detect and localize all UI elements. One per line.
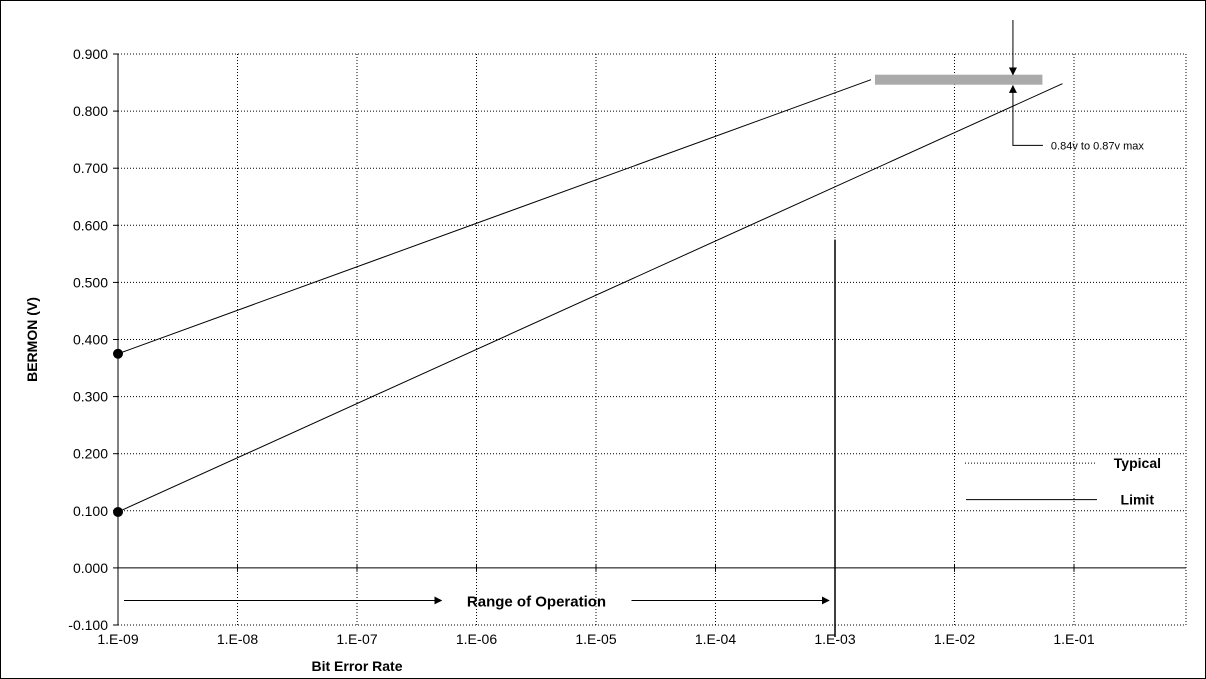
y-tick-label: 0.200 bbox=[73, 446, 108, 462]
y-axis-title: BERMON (V) bbox=[24, 297, 40, 382]
y-tick-label: 0.000 bbox=[73, 560, 108, 576]
series-line-0 bbox=[117, 79, 872, 355]
x-tick-label: 1.E-07 bbox=[336, 631, 377, 647]
y-tick-labels: 0.900 0.800 0.700 0.600 0.500 0.400 0.300 0.200… bbox=[68, 46, 108, 633]
legend-label-typical: Typical bbox=[1114, 455, 1161, 471]
y-tick-label: 0.900 bbox=[73, 46, 108, 62]
x-tick-label: 1.E-08 bbox=[217, 631, 258, 647]
x-tick-label: 1.E-03 bbox=[814, 631, 855, 647]
y-tick-label: 0.700 bbox=[73, 160, 108, 176]
max-annotation: 0.84v to 0.87v max bbox=[1008, 20, 1144, 152]
data-point-0 bbox=[113, 348, 123, 359]
range-label: Range of Operation bbox=[467, 593, 606, 610]
x-tick-label: 1.E-04 bbox=[695, 631, 736, 647]
y-tick-label: 0.100 bbox=[73, 503, 108, 519]
x-tick-label: 1.E-09 bbox=[97, 631, 138, 647]
series-group bbox=[113, 79, 1063, 517]
y-tick-label: 0.400 bbox=[73, 332, 108, 348]
series-line-1 bbox=[117, 83, 1063, 513]
max-band bbox=[874, 74, 1043, 85]
legend: Typical Limit bbox=[965, 455, 1161, 508]
y-tick-label: 0.600 bbox=[73, 217, 108, 233]
y-tick-label: 0.800 bbox=[73, 103, 108, 119]
max-note: 0.84v to 0.87v max bbox=[1051, 140, 1144, 152]
y-tick-label: 0.300 bbox=[73, 389, 108, 405]
max-arrow-up bbox=[1008, 84, 1043, 146]
x-tick-label: 1.E-02 bbox=[934, 631, 975, 647]
y-tick-label: 0.500 bbox=[73, 274, 108, 290]
x-tick-labels: 1.E-09 1.E-08 1.E-07 1.E-06 1.E-05 1.E-04 1.E-… bbox=[97, 631, 1094, 647]
x-tick-label: 1.E-06 bbox=[456, 631, 497, 647]
data-point-1 bbox=[113, 506, 123, 517]
x-axis-title: Bit Error Rate bbox=[311, 658, 402, 674]
x-tick-label: 1.E-05 bbox=[575, 631, 616, 647]
y-tick-label: -0.100 bbox=[68, 617, 108, 633]
range-annotation: Range of Operation bbox=[124, 593, 830, 610]
legend-label-limit: Limit bbox=[1121, 492, 1155, 508]
x-tick-label: 1.E-01 bbox=[1053, 631, 1094, 647]
